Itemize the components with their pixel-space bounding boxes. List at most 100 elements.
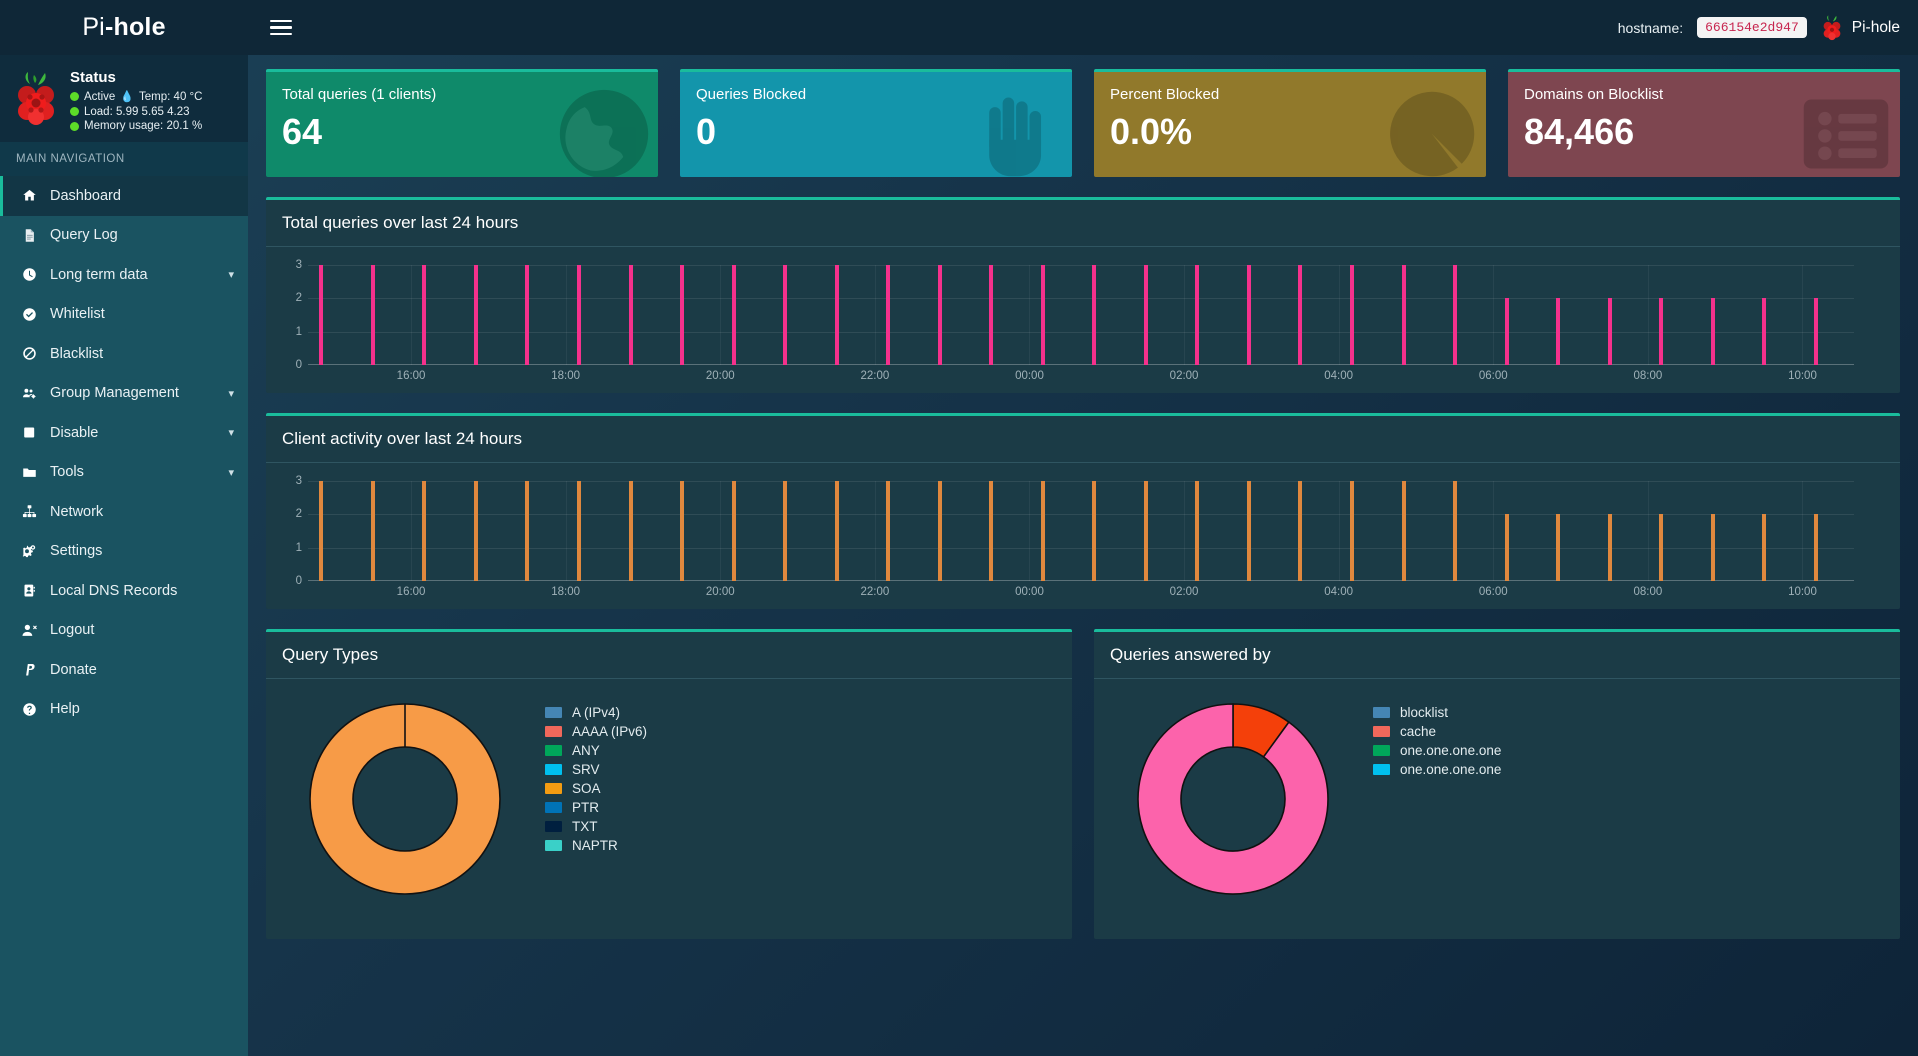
chart-bar[interactable] xyxy=(1298,265,1303,365)
chart-bar[interactable] xyxy=(628,265,633,365)
topbar-brand[interactable]: Pi-hole xyxy=(1821,14,1900,41)
chart-bar[interactable] xyxy=(1298,481,1303,581)
chart-bar[interactable] xyxy=(1401,481,1406,581)
chart-bar[interactable] xyxy=(1710,298,1715,365)
chart-bar[interactable] xyxy=(1246,481,1251,581)
chart-bar[interactable] xyxy=(319,481,324,581)
chart-bar[interactable] xyxy=(937,481,942,581)
chart-bar[interactable] xyxy=(1143,265,1148,365)
donut-slice[interactable] xyxy=(1136,703,1329,895)
sidebar-item-group-management[interactable]: Group Management ▾ xyxy=(0,374,248,414)
chart-bar[interactable] xyxy=(1762,514,1767,581)
chart-bar[interactable] xyxy=(1556,514,1561,581)
chart-bar[interactable] xyxy=(834,265,839,365)
client-activity-chart[interactable]: 0 1 2 3 16:00 18:00 20:00 22:00 00:00 02:00 04:00 0… xyxy=(282,475,1884,603)
chart-bar[interactable] xyxy=(1040,265,1045,365)
legend-item[interactable]: one.one.one.one xyxy=(1373,762,1884,777)
sidebar-item-help[interactable]: Help xyxy=(0,690,248,730)
chart-bar[interactable] xyxy=(525,265,530,365)
chart-bar[interactable] xyxy=(473,265,478,365)
chart-bar[interactable] xyxy=(1607,298,1612,365)
chart-bar[interactable] xyxy=(680,481,685,581)
sidebar-item-logout[interactable]: Logout xyxy=(0,611,248,651)
chart-bar[interactable] xyxy=(680,265,685,365)
legend-item[interactable]: SOA xyxy=(545,781,1056,796)
chart-bar[interactable] xyxy=(1092,481,1097,581)
chart-bar[interactable] xyxy=(731,265,736,365)
chart-bar[interactable] xyxy=(1659,298,1664,365)
sidebar-item-query-log[interactable]: Query Log xyxy=(0,216,248,256)
chart-bar[interactable] xyxy=(1504,514,1509,581)
chart-bar[interactable] xyxy=(783,265,788,365)
legend-item[interactable]: one.one.one.one xyxy=(1373,743,1884,758)
chart-bar[interactable] xyxy=(1813,514,1818,581)
stat-card-queries-blocked[interactable]: Queries Blocked 0 xyxy=(680,69,1072,177)
chart-bar[interactable] xyxy=(1401,265,1406,365)
chart-bar[interactable] xyxy=(422,481,427,581)
sidebar-brand[interactable]: Pi -hole xyxy=(0,0,248,55)
chart-bar[interactable] xyxy=(937,265,942,365)
legend-item[interactable]: cache xyxy=(1373,724,1884,739)
chart-bar[interactable] xyxy=(886,481,891,581)
query-types-donut[interactable] xyxy=(282,695,527,919)
sidebar-item-dashboard[interactable]: Dashboard xyxy=(0,176,248,216)
legend-item[interactable]: AAAA (IPv6) xyxy=(545,724,1056,739)
hamburger-icon[interactable] xyxy=(270,16,292,40)
chart-bar[interactable] xyxy=(1092,265,1097,365)
answered-by-donut[interactable] xyxy=(1110,695,1355,919)
sidebar-item-settings[interactable]: Settings xyxy=(0,532,248,572)
legend-item[interactable]: ANY xyxy=(545,743,1056,758)
chart-bar[interactable] xyxy=(1813,298,1818,365)
chart-bar[interactable] xyxy=(1143,481,1148,581)
chart-bar[interactable] xyxy=(1607,514,1612,581)
chevron-down-icon[interactable]: ▾ xyxy=(228,427,234,440)
chart-bar[interactable] xyxy=(577,481,581,581)
chart-bar[interactable] xyxy=(1246,265,1251,365)
chart-bar[interactable] xyxy=(1710,514,1715,581)
legend-item[interactable]: blocklist xyxy=(1373,705,1884,720)
chart-bar[interactable] xyxy=(886,265,891,365)
chart-bar[interactable] xyxy=(370,265,375,365)
chart-bar[interactable] xyxy=(1453,265,1458,365)
chart-bar[interactable] xyxy=(628,481,633,581)
stat-card-percent-blocked[interactable]: Percent Blocked 0.0% xyxy=(1094,69,1486,177)
chart-bar[interactable] xyxy=(783,481,788,581)
sidebar-item-local-dns-records[interactable]: Local DNS Records xyxy=(0,571,248,611)
legend-item[interactable]: TXT xyxy=(545,819,1056,834)
chart-bar[interactable] xyxy=(525,481,530,581)
chart-bar[interactable] xyxy=(1195,265,1200,365)
chart-bar[interactable] xyxy=(577,265,581,365)
stat-card-domains-on-blocklist[interactable]: Domains on Blocklist 84,466 xyxy=(1508,69,1900,177)
chevron-down-icon[interactable]: ▾ xyxy=(228,387,234,400)
chevron-down-icon[interactable]: ▾ xyxy=(228,269,234,282)
legend-item[interactable]: A (IPv4) xyxy=(545,705,1056,720)
chart-bar[interactable] xyxy=(473,481,478,581)
sidebar-item-network[interactable]: Network xyxy=(0,492,248,532)
chart-bar[interactable] xyxy=(731,481,736,581)
chart-bar[interactable] xyxy=(1350,481,1354,581)
chart-bar[interactable] xyxy=(834,481,839,581)
chart-bar[interactable] xyxy=(370,481,375,581)
chart-bar[interactable] xyxy=(989,481,994,581)
legend-item[interactable]: SRV xyxy=(545,762,1056,777)
chart-bar[interactable] xyxy=(1504,298,1509,365)
sidebar-item-whitelist[interactable]: Whitelist xyxy=(0,295,248,335)
chart-bar[interactable] xyxy=(1195,481,1200,581)
sidebar-item-tools[interactable]: Tools ▾ xyxy=(0,453,248,493)
chart-bar[interactable] xyxy=(1556,298,1561,365)
total-queries-chart[interactable]: 0 1 2 3 16:00 18:00 20:00 22:00 00:00 02:00 04:00 0… xyxy=(282,259,1884,387)
sidebar-item-long-term-data[interactable]: Long term data ▾ xyxy=(0,255,248,295)
legend-item[interactable]: PTR xyxy=(545,800,1056,815)
chart-bar[interactable] xyxy=(1659,514,1664,581)
chart-bar[interactable] xyxy=(1453,481,1458,581)
sidebar-item-disable[interactable]: Disable ▾ xyxy=(0,413,248,453)
chart-bar[interactable] xyxy=(1040,481,1045,581)
chevron-down-icon[interactable]: ▾ xyxy=(228,466,234,479)
chart-bar[interactable] xyxy=(1762,298,1767,365)
sidebar-item-donate[interactable]: Donate xyxy=(0,650,248,690)
chart-bar[interactable] xyxy=(422,265,427,365)
sidebar-item-blacklist[interactable]: Blacklist xyxy=(0,334,248,374)
chart-bar[interactable] xyxy=(1350,265,1354,365)
stat-card-total-queries-1-clients[interactable]: Total queries (1 clients) 64 xyxy=(266,69,658,177)
chart-bar[interactable] xyxy=(989,265,994,365)
